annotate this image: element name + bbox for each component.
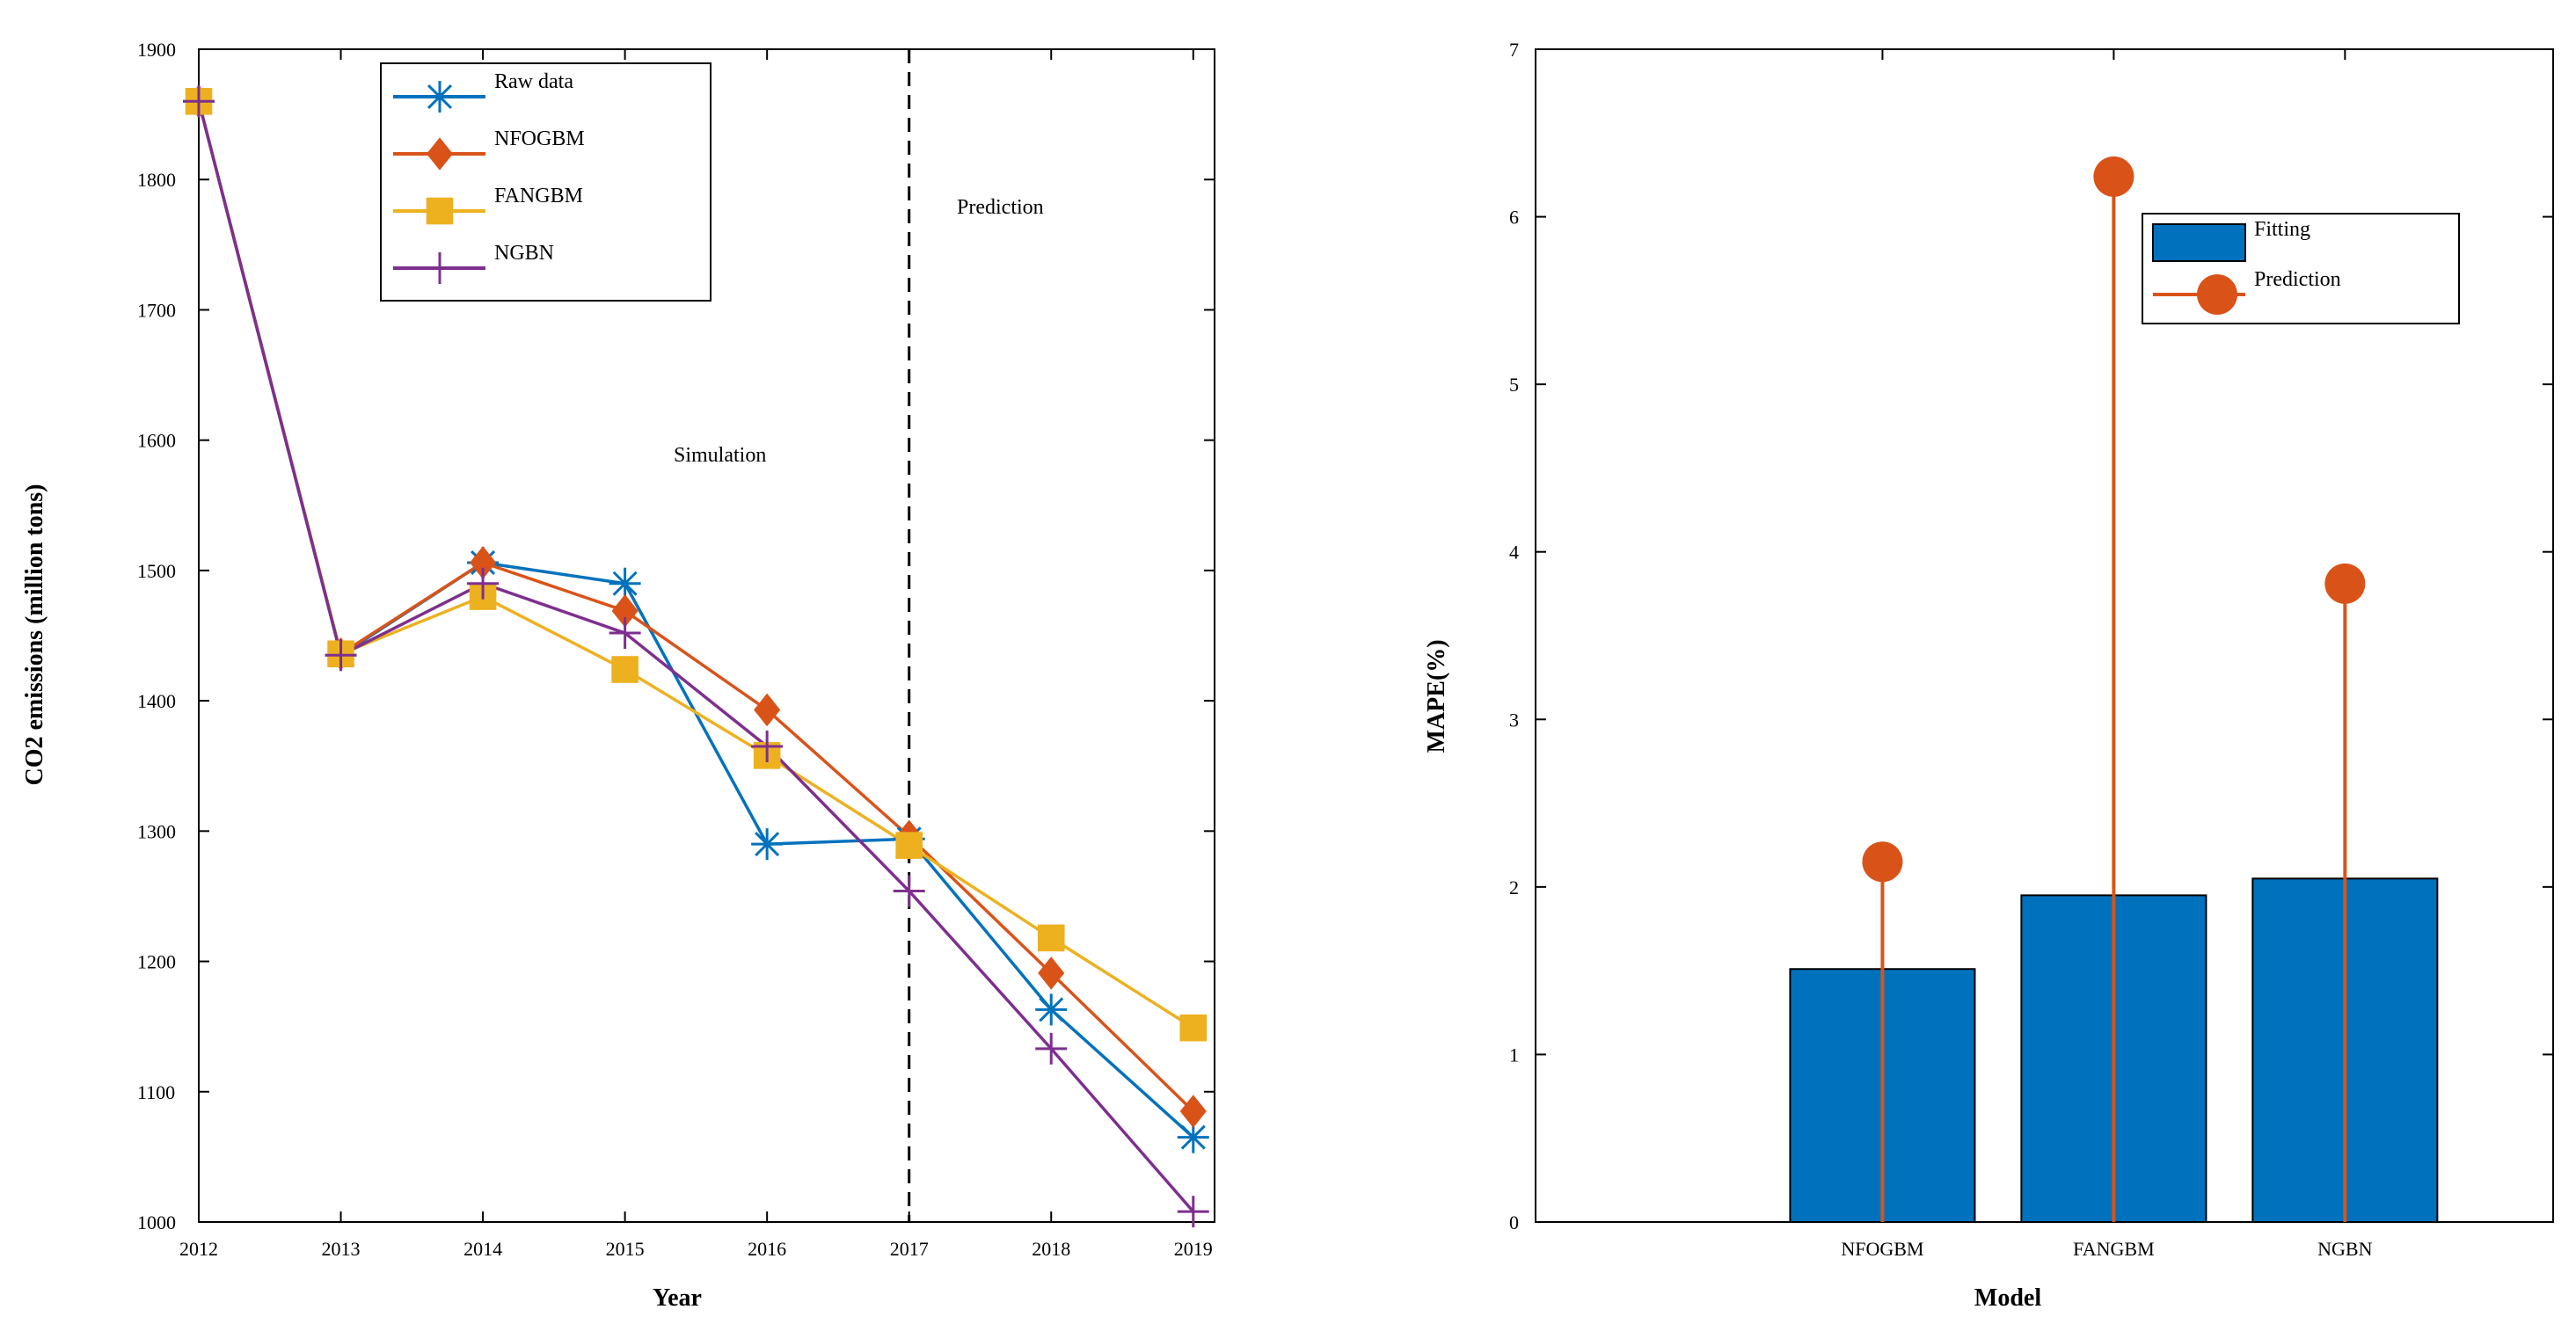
right-y-tick-label: 2	[1509, 877, 1519, 898]
left-y-axis-title: CO2 emissions (million tons)	[21, 484, 48, 785]
data-point	[1177, 1196, 1209, 1228]
legend-marker	[424, 252, 456, 284]
line-series-group	[183, 84, 1209, 1228]
data-point	[754, 693, 781, 727]
left-y-axis: 1000 1100 1200 1300 1400 1500 1600 1700 1800 1900	[137, 39, 1215, 1233]
left-x-axis: 2012 2013 2014 2015 2016 2017 2018 2019	[179, 49, 1213, 1260]
series-line	[197, 100, 1195, 1213]
data-point	[1038, 957, 1065, 990]
right-y-tick-label: 0	[1509, 1211, 1519, 1233]
data-point	[609, 617, 641, 650]
legend-label: Raw data	[494, 70, 573, 93]
left-legend: Raw data NFOGBM FANGBM NGBN	[380, 62, 712, 302]
left-y-tick-label: 1800	[137, 169, 176, 191]
annotation-prediction: Prediction	[957, 196, 1044, 219]
left-x-tick-label: 2015	[606, 1238, 645, 1260]
legend-label: Fitting	[2254, 218, 2310, 241]
stem-marker	[2093, 156, 2135, 197]
left-y-tick-label: 1700	[137, 299, 176, 321]
series-line	[197, 100, 1194, 1113]
stem-marker	[1862, 841, 1903, 883]
data-point	[751, 828, 784, 861]
data-point	[751, 730, 784, 762]
right-y-axis: 0 1 2 3 4 5 6 7	[1509, 39, 2553, 1233]
data-point	[609, 567, 641, 600]
left-y-tick-label: 1400	[137, 690, 176, 712]
left-x-tick-label: 2013	[322, 1238, 361, 1260]
right-y-tick-label: 4	[1509, 542, 1519, 564]
left-y-tick-label: 1500	[137, 560, 176, 582]
legend-marker-prediction	[2197, 274, 2237, 315]
data-point	[467, 567, 500, 600]
right-y-axis-title: MAPE(%)	[1423, 639, 1450, 753]
left-x-axis-title: Year	[653, 1284, 702, 1312]
left-y-tick-label: 1200	[137, 951, 176, 973]
legend-label: FANGBM	[494, 185, 583, 207]
data-point	[1037, 924, 1065, 952]
line-chart: 1000 1100 1200 1300 1400 1500 1600 1700 1800 1900…	[21, 39, 1215, 1312]
left-x-tick-label: 2017	[890, 1238, 929, 1260]
left-legend-box	[380, 62, 712, 302]
legend-label: NGBN	[494, 242, 554, 265]
right-y-tick-label: 1	[1509, 1044, 1519, 1066]
right-x-tick-label: FANGBM	[2073, 1238, 2155, 1260]
right-x-axis-title: Model	[1974, 1284, 2041, 1312]
legend-marker	[424, 81, 456, 113]
right-y-tick-label: 6	[1509, 207, 1519, 229]
data-point	[1179, 1014, 1208, 1042]
left-x-tick-label: 2012	[179, 1238, 218, 1260]
left-x-tick-label: 2018	[1032, 1238, 1070, 1260]
data-point	[325, 639, 357, 672]
legend-label: Prediction	[2254, 268, 2341, 291]
right-legend: Fitting Prediction	[2142, 213, 2460, 324]
left-plot-frame	[198, 48, 1215, 1223]
data-point	[1035, 1032, 1068, 1065]
left-y-tick-label: 1600	[137, 430, 176, 452]
right-y-tick-label: 3	[1509, 709, 1519, 731]
data-point	[1035, 993, 1068, 1026]
legend-swatch-fitting	[2152, 223, 2246, 262]
right-y-tick-label: 5	[1509, 374, 1519, 396]
data-point	[895, 832, 923, 859]
left-x-tick-label: 2019	[1174, 1238, 1213, 1260]
left-y-tick-label: 1300	[137, 820, 176, 842]
right-x-tick-label: NFOGBM	[1841, 1238, 1923, 1260]
annotation-simulation: Simulation	[674, 444, 766, 467]
legend-marker	[426, 197, 454, 225]
data-point	[893, 875, 925, 907]
right-y-tick-label: 7	[1509, 39, 1519, 61]
data-point	[1179, 1095, 1207, 1128]
stem-marker	[2324, 563, 2366, 604]
right-x-tick-label: NGBN	[2317, 1238, 2372, 1260]
left-y-tick-label: 1100	[137, 1081, 175, 1103]
left-x-tick-label: 2014	[463, 1238, 502, 1260]
left-y-tick-label: 1900	[137, 39, 176, 61]
legend-marker	[426, 137, 454, 171]
data-point	[183, 85, 215, 118]
stem-series-group	[1862, 156, 2366, 1222]
left-y-tick-label: 1000	[137, 1211, 176, 1233]
legend-label: NFOGBM	[494, 127, 585, 150]
left-x-tick-label: 2016	[748, 1238, 786, 1260]
data-point	[611, 656, 639, 683]
